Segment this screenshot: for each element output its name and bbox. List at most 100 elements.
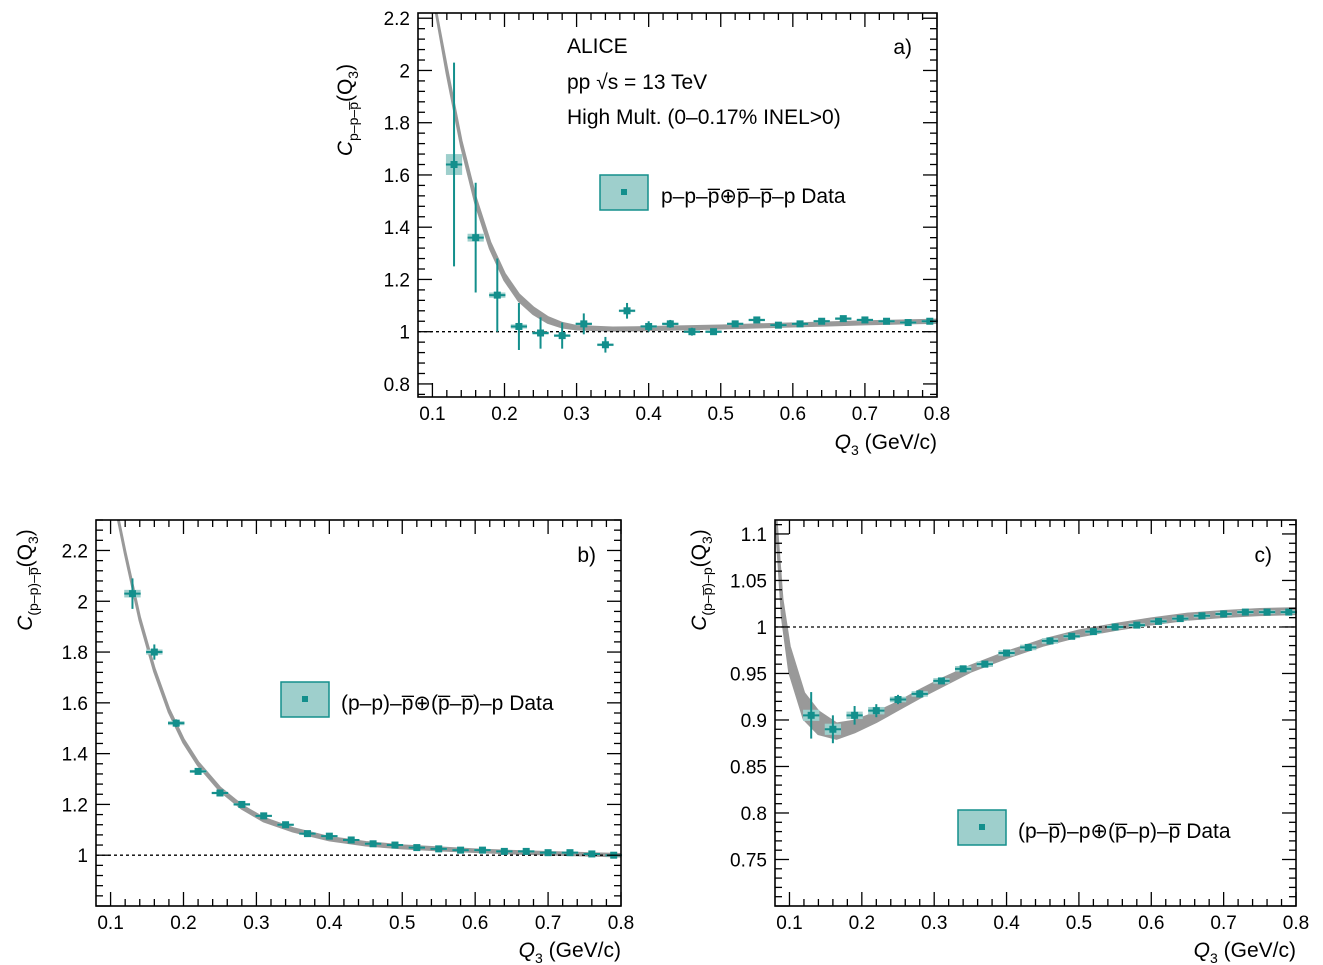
marker [1176, 615, 1184, 623]
data-point [976, 660, 993, 668]
x-tick-label: 0.3 [563, 404, 589, 425]
data-point [1106, 623, 1124, 631]
marker [753, 316, 761, 324]
y-axis-title-b: C(p–p)–p̅(Q3) [14, 529, 41, 631]
marker [566, 849, 574, 857]
data-point [998, 649, 1015, 657]
data-point [539, 849, 557, 857]
data-point [445, 62, 463, 267]
data-point [803, 692, 820, 739]
x-tick-label: 0.8 [608, 913, 634, 934]
marker [150, 648, 158, 656]
data-point [662, 319, 679, 328]
data-point [683, 327, 701, 336]
data-point [618, 302, 636, 319]
legend-text-c: (p–p̅)–p⊕(p̅–p)–p̅ Data [1018, 820, 1231, 843]
y-tick-label: 1.4 [62, 745, 89, 766]
x-tick-label: 0.8 [924, 404, 950, 425]
data-point [824, 715, 842, 744]
data-point [835, 315, 852, 323]
data-point [791, 320, 809, 328]
marker [1198, 612, 1206, 620]
y-tick-label: 0.85 [730, 757, 767, 778]
marker [601, 341, 609, 349]
marker [347, 836, 355, 844]
marker [1263, 608, 1271, 616]
data-point [211, 789, 229, 797]
data-points-b [124, 578, 622, 859]
x-tick-label: 0.5 [1066, 913, 1092, 934]
marker [413, 844, 421, 852]
plot-frame-c [774, 519, 1297, 907]
data-point [518, 847, 535, 855]
panel-label-c: c) [1255, 544, 1273, 567]
data-point [1172, 615, 1189, 623]
y-tick-label: 2 [399, 61, 410, 82]
marker [325, 832, 333, 840]
marker [1133, 621, 1141, 629]
axes-a: 0.1 0.2 0.3 0.4 0.5 0.6 0.7 0.8 0.8 1 1.2 1.4 1.6 1.8… [384, 9, 951, 425]
x-axis-title-b: Q3 (GeV/c) [519, 939, 621, 965]
marker [238, 800, 246, 808]
data-point [467, 182, 484, 293]
data-point [583, 850, 601, 858]
marker [710, 328, 718, 336]
y-tick-label: 1.8 [384, 114, 410, 135]
x-tick-label: 0.8 [1283, 913, 1309, 934]
y-tick-label: 2.2 [62, 541, 88, 562]
panel-c: 0.1 0.2 0.3 0.4 0.5 0.6 0.7 0.8 0.75 0.8 0.85 0.9 0.… [688, 519, 1309, 965]
y-tick-label: 0.8 [741, 804, 767, 825]
marker [666, 320, 674, 328]
y-tick-label: 0.95 [730, 664, 767, 685]
marker [916, 690, 924, 698]
x-tick-label: 0.5 [708, 404, 734, 425]
data-point [510, 302, 528, 350]
marker [391, 841, 399, 849]
data-point [1020, 643, 1037, 651]
marker [515, 322, 523, 330]
marker [926, 317, 934, 325]
y-tick-label: 2 [77, 592, 88, 613]
data-point [430, 845, 447, 853]
x-tick-label: 0.1 [776, 913, 802, 934]
marker [937, 677, 945, 685]
marker [128, 590, 136, 598]
data-point [813, 317, 830, 325]
x-tick-label: 0.6 [462, 913, 488, 934]
y-tick-label: 1.2 [62, 795, 88, 816]
data-point [408, 844, 426, 852]
marker [1285, 608, 1293, 616]
note-multiplicity: High Mult. (0–0.17% INEL>0) [567, 106, 841, 129]
data-point [1280, 608, 1297, 616]
data-point [1063, 632, 1080, 640]
y-tick-label: 1.8 [62, 643, 88, 664]
data-point [889, 694, 907, 705]
marker [839, 315, 847, 323]
model-band-b [116, 520, 621, 858]
marker [172, 719, 180, 727]
marker [1220, 610, 1228, 618]
model-band-fill-a [434, 13, 937, 332]
panel-label-b: b) [577, 544, 596, 567]
y-axis-title-a: Cp–p–p̅(Q3) [334, 64, 361, 156]
data-point [532, 317, 549, 349]
marker [731, 320, 739, 328]
x-tick-label: 0.1 [419, 404, 445, 425]
x-tick-label: 0.1 [97, 913, 123, 934]
data-point [748, 316, 765, 324]
data-point [911, 690, 928, 698]
x-tick-label: 0.4 [635, 404, 662, 425]
x-tick-label: 0.5 [389, 913, 415, 934]
data-point [321, 832, 338, 840]
marker [981, 660, 989, 668]
data-point [1041, 637, 1059, 645]
plot-frame-a [417, 12, 938, 398]
y-tick-label: 2.2 [384, 9, 410, 30]
data-point [1258, 608, 1276, 616]
x-tick-label: 0.2 [170, 913, 196, 934]
x-tick-label: 0.4 [993, 913, 1020, 934]
model-band-a [434, 13, 937, 332]
data-point [343, 836, 360, 844]
panel-label-a: a) [893, 36, 912, 59]
